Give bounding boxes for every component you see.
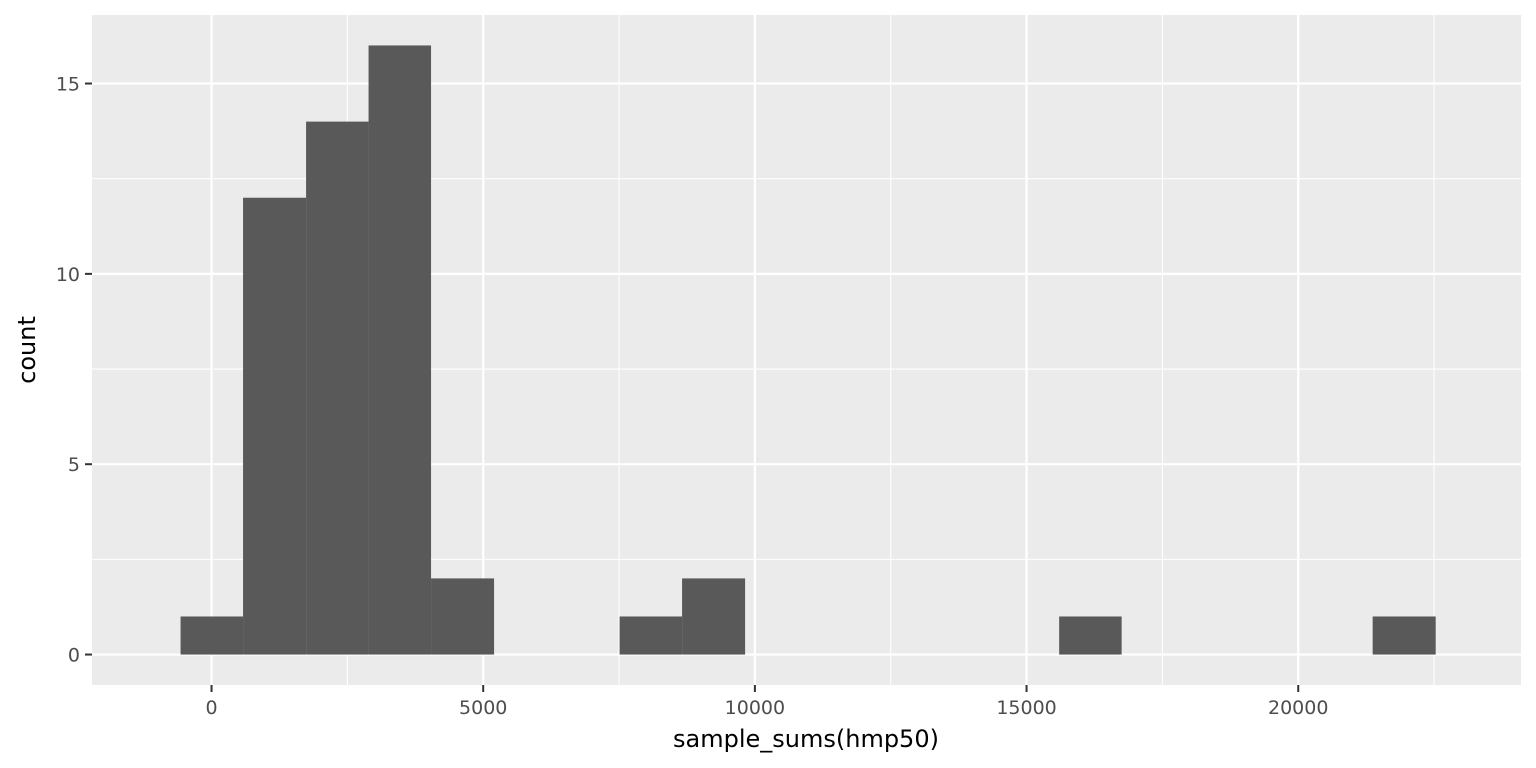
x-tick-labels: 0 5000 10000 15000 20000 xyxy=(205,697,1328,719)
histogram-bar xyxy=(368,45,432,655)
y-axis-title: count xyxy=(13,316,41,384)
x-tick-label: 5000 xyxy=(459,697,507,719)
y-tick-label: 15 xyxy=(56,74,80,96)
x-axis-title: sample_sums(hmp50) xyxy=(673,725,939,753)
histogram-bar xyxy=(306,121,369,655)
histogram-bar xyxy=(180,616,244,655)
y-tick-label: 5 xyxy=(68,454,80,476)
histogram-bar xyxy=(1059,616,1122,655)
x-tick-label: 10000 xyxy=(725,697,785,719)
histogram-bar xyxy=(1372,616,1436,655)
x-tick-label: 0 xyxy=(205,697,217,719)
histogram-bars xyxy=(180,45,1436,655)
histogram-bar xyxy=(619,616,683,655)
histogram-bar xyxy=(682,578,746,655)
axis-ticks xyxy=(85,82,1300,692)
x-tick-label: 15000 xyxy=(996,697,1056,719)
x-tick-label: 20000 xyxy=(1268,697,1328,719)
y-tick-labels: 0 5 10 15 xyxy=(56,74,80,667)
histogram-bar xyxy=(243,197,307,655)
histogram-bar xyxy=(431,578,495,655)
y-tick-label: 0 xyxy=(68,645,80,667)
y-tick-label: 10 xyxy=(56,264,80,286)
